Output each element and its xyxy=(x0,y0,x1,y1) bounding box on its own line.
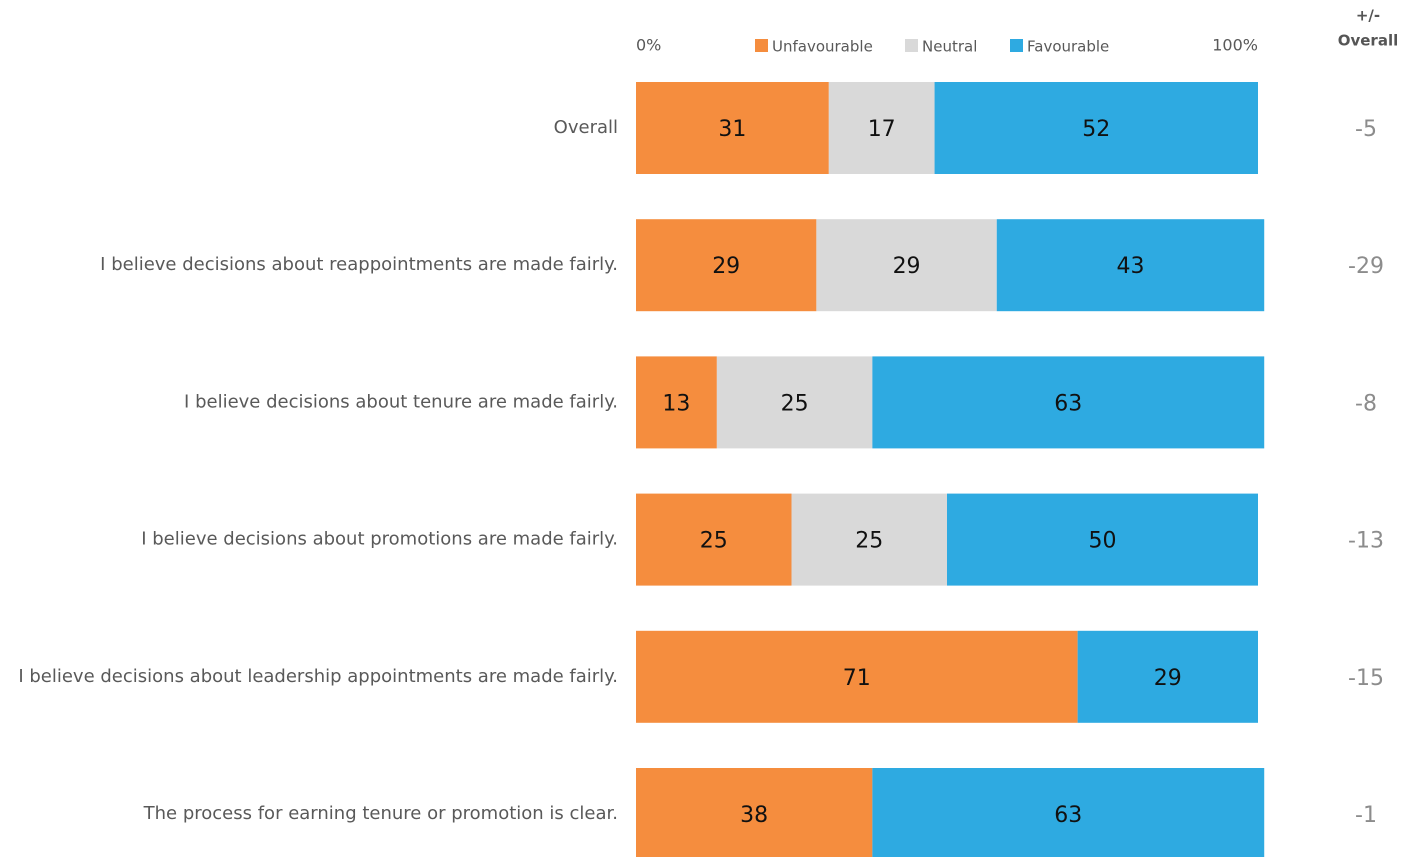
category-label: I believe decisions about leadership app… xyxy=(18,666,618,687)
category-label: The process for earning tenure or promot… xyxy=(143,803,618,824)
data-label: 13 xyxy=(662,391,690,416)
bar-segment xyxy=(636,219,817,312)
data-label: 63 xyxy=(1054,391,1082,416)
diff-header: Overall xyxy=(1338,32,1399,50)
data-label: 31 xyxy=(718,117,746,142)
legend-label: Unfavourable xyxy=(772,38,873,56)
bar-segment xyxy=(636,356,717,449)
data-label: 63 xyxy=(1054,803,1082,828)
legend-label: Neutral xyxy=(922,38,977,56)
category-label: Overall xyxy=(554,117,618,138)
bar-segment xyxy=(791,493,947,586)
data-label: 50 xyxy=(1089,529,1117,554)
bar-segment xyxy=(816,219,997,312)
bar-segment xyxy=(636,768,873,857)
data-label: 43 xyxy=(1116,254,1144,279)
legend-swatch xyxy=(755,39,768,52)
bar-segment xyxy=(636,630,1078,723)
bar-segment xyxy=(872,768,1265,857)
x-tick-label: 100% xyxy=(1212,36,1258,55)
data-label: 25 xyxy=(700,529,728,554)
bar-segment xyxy=(1077,630,1258,723)
bar-segment xyxy=(636,82,829,174)
category-label: I believe decisions about tenure are mad… xyxy=(184,391,618,412)
x-tick-label: 0% xyxy=(636,36,661,55)
bar-segment xyxy=(934,82,1258,174)
data-label: 71 xyxy=(843,666,871,691)
legend-label: Favourable xyxy=(1027,38,1109,56)
diff-header: +/- xyxy=(1356,7,1380,25)
data-label: 29 xyxy=(1154,666,1182,691)
diff-value: -5 xyxy=(1355,117,1377,142)
diff-value: -29 xyxy=(1348,254,1384,279)
category-label: I believe decisions about reappointments… xyxy=(100,254,618,275)
bar-segment xyxy=(828,82,935,174)
bar-segment xyxy=(716,356,873,449)
diff-value: -8 xyxy=(1355,391,1377,416)
diff-value: -13 xyxy=(1348,529,1384,554)
bar-segment xyxy=(947,493,1258,586)
diff-value: -15 xyxy=(1348,666,1384,691)
data-label: 52 xyxy=(1082,117,1110,142)
bar-segment xyxy=(872,356,1265,449)
bar-segment xyxy=(996,219,1265,312)
data-label: 25 xyxy=(855,529,883,554)
data-label: 38 xyxy=(740,803,768,828)
category-label: I believe decisions about promotions are… xyxy=(141,529,618,550)
legend-swatch xyxy=(905,39,918,52)
data-label: 17 xyxy=(868,117,896,142)
bar-segment xyxy=(636,493,792,586)
data-label: 25 xyxy=(781,391,809,416)
diff-value: -1 xyxy=(1355,803,1377,828)
legend-swatch xyxy=(1010,39,1023,52)
data-label: 29 xyxy=(712,254,740,279)
data-label: 29 xyxy=(893,254,921,279)
